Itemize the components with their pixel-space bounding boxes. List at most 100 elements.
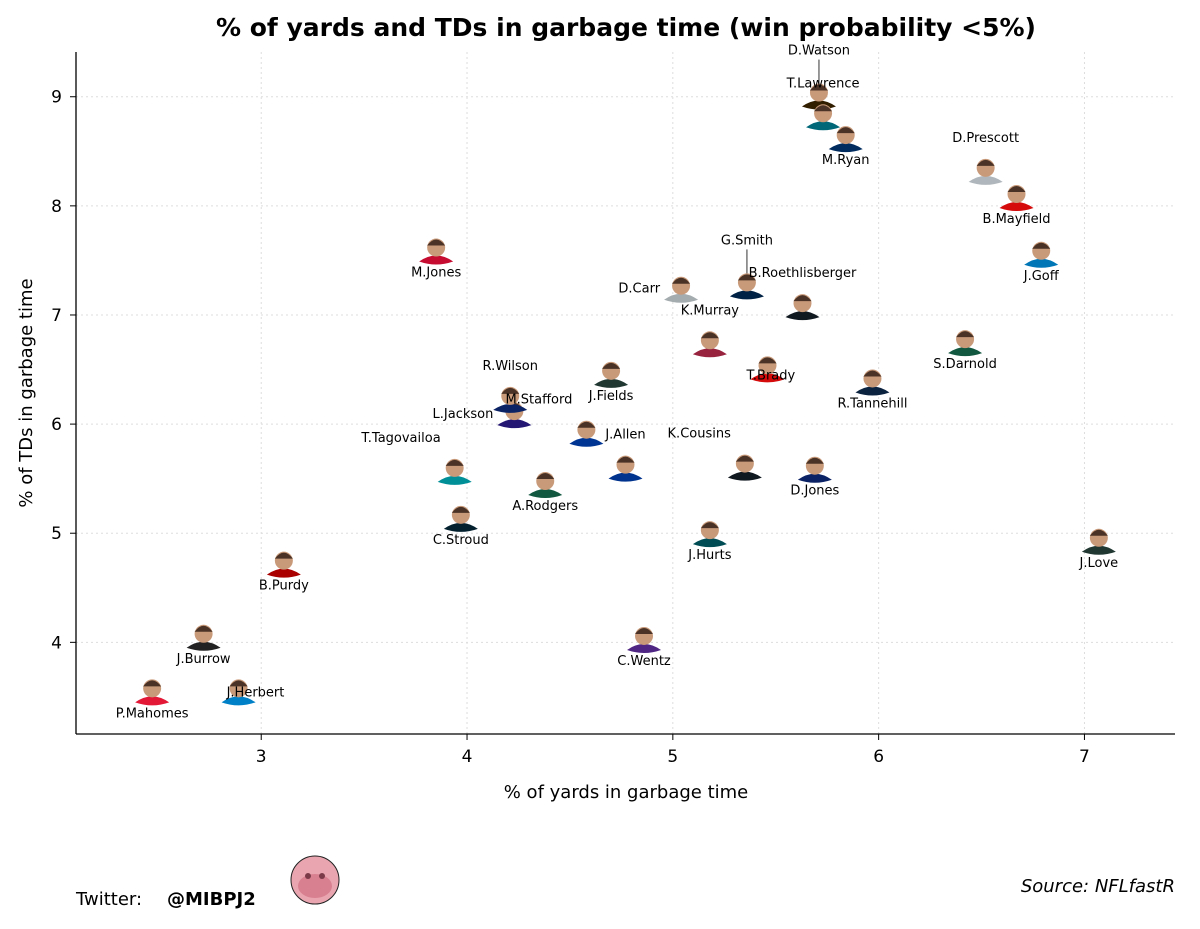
hair-icon (793, 295, 812, 302)
player-label: K.Cousins (668, 427, 732, 442)
jersey-marker (594, 378, 629, 388)
jersey-marker (1024, 258, 1059, 268)
player-point: S.Darnold (933, 330, 997, 372)
player-label: J.Herbert (226, 685, 285, 700)
hair-icon (577, 421, 596, 428)
jersey-marker (528, 489, 563, 499)
jersey-marker (443, 522, 478, 532)
player-point: C.Stroud (433, 505, 489, 548)
player-point: T.Lawrence (786, 76, 860, 131)
jersey-marker (806, 121, 841, 131)
player-label: J.Burrow (176, 652, 231, 667)
player-point: M.Stafford (505, 393, 604, 447)
jersey-marker (948, 347, 983, 357)
player-point: M.Ryan (822, 126, 870, 168)
y-tick-label: 9 (51, 88, 62, 108)
x-tick-label: 7 (1079, 747, 1090, 767)
hair-icon (451, 506, 470, 513)
jersey-marker (664, 293, 699, 303)
player-label: B.Mayfield (983, 212, 1051, 227)
hair-icon (229, 680, 248, 687)
y-tick-label: 4 (51, 633, 62, 653)
hair-icon (814, 105, 833, 112)
player-label: L.Jackson (433, 407, 494, 422)
jersey-marker (627, 643, 662, 653)
author-avatar (290, 855, 340, 905)
player-point: D.Carr (618, 276, 699, 303)
chart-title: % of yards and TDs in garbage time (win … (216, 13, 1036, 42)
hair-icon (1032, 242, 1051, 249)
hair-icon (672, 277, 691, 284)
player-label: T.Tagovailoa (360, 431, 440, 446)
player-label: P.Mahomes (116, 706, 189, 721)
hair-icon (536, 473, 555, 480)
player-point: T.Brady (746, 356, 796, 383)
x-tick-label: 6 (873, 747, 884, 767)
player-point: B.Mayfield (983, 185, 1051, 227)
player-label: C.Wentz (617, 654, 671, 669)
player-label: R.Wilson (483, 359, 538, 374)
hair-icon (1007, 186, 1026, 193)
jersey-marker (221, 696, 256, 706)
hair-icon (274, 552, 293, 559)
player-label: J.Goff (1023, 269, 1060, 284)
hair-icon (602, 362, 621, 369)
jersey-marker (727, 471, 762, 481)
y-tick-label: 6 (51, 415, 62, 435)
player-label: D.Prescott (952, 131, 1019, 146)
player-point: J.Love (1079, 528, 1118, 571)
hair-icon (194, 625, 213, 632)
hair-icon (863, 370, 882, 377)
jersey-marker (437, 475, 472, 485)
jersey-marker (855, 386, 890, 396)
jersey-marker (493, 403, 528, 413)
hair-icon (737, 274, 756, 281)
player-point: D.Prescott (952, 131, 1019, 185)
player-point: J.Fields (588, 361, 634, 404)
player-label: B.Roethlisberger (749, 266, 857, 281)
jersey-marker (729, 290, 764, 300)
player-point: J.Goff (1023, 241, 1060, 284)
player-label: A.Rodgers (512, 499, 578, 514)
hair-icon (635, 627, 654, 634)
hair-icon (427, 239, 446, 246)
player-point: C.Wentz (617, 626, 671, 669)
jersey-marker (999, 202, 1034, 212)
hair-icon (501, 387, 520, 394)
jersey-marker (785, 311, 820, 321)
jersey-marker (419, 255, 454, 265)
hair-icon (700, 332, 719, 339)
points: P.Mahomes J.Burrow J.Herbert B.Purdy M.Jones… (116, 44, 1118, 722)
player-label: T.Lawrence (786, 76, 860, 91)
player-point: K.Murray (681, 303, 740, 358)
player-point: J.Hurts (687, 521, 732, 563)
jersey-marker (135, 696, 170, 706)
y-tick-label: 8 (51, 197, 62, 217)
player-label: R.Tannehill (837, 396, 907, 411)
jersey-marker (569, 437, 604, 447)
jersey-marker (1081, 545, 1116, 555)
player-label: M.Jones (411, 266, 461, 281)
hair-icon (758, 357, 777, 364)
player-label: C.Stroud (433, 533, 489, 548)
player-label: M.Stafford (505, 393, 572, 408)
jersey-marker (692, 538, 727, 548)
player-label: G.Smith (721, 233, 773, 248)
source-credit: Source: NFLfastR (1021, 876, 1175, 897)
jersey-marker (497, 419, 532, 429)
y-axis-label: % of TDs in garbage time (16, 278, 37, 507)
hair-icon (143, 680, 162, 687)
hair-icon (735, 455, 754, 462)
player-point: J.Burrow (176, 624, 231, 667)
player-label: M.Ryan (822, 153, 870, 168)
player-point: B.Roethlisberger (749, 266, 857, 321)
player-point: J.Allen (604, 428, 646, 482)
player-label: D.Jones (790, 484, 839, 499)
jersey-marker (608, 472, 643, 482)
player-label: J.Fields (588, 389, 634, 404)
hair-icon (616, 456, 635, 463)
jersey-marker (968, 175, 1003, 185)
player-label: K.Murray (681, 303, 740, 318)
player-point: T.Tagovailoa (360, 431, 472, 485)
hair-icon (976, 159, 995, 166)
